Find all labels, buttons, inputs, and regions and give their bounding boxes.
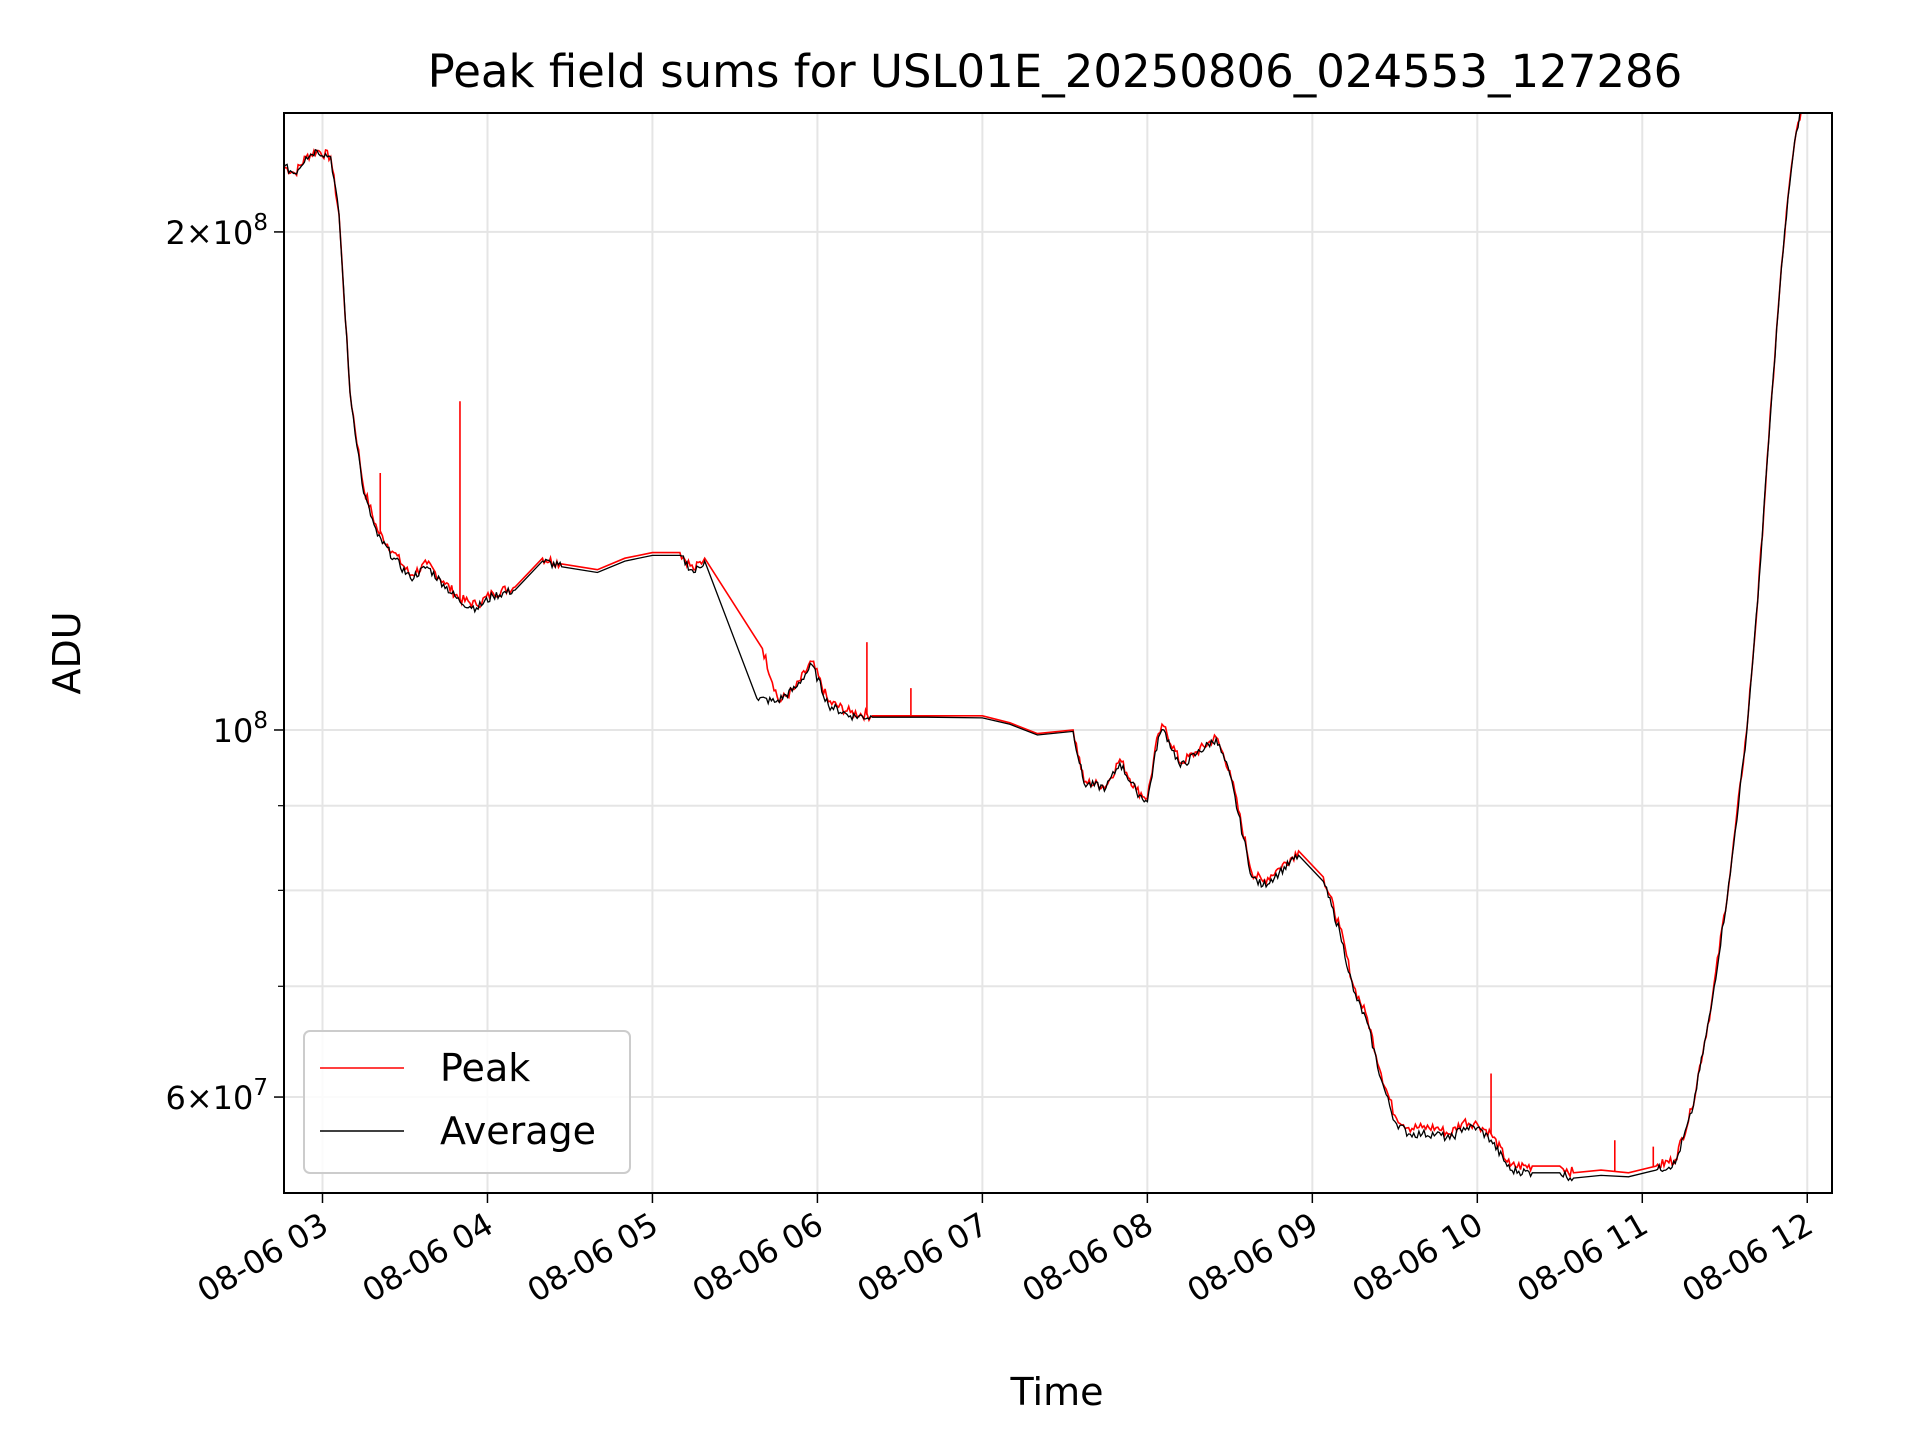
legend-label-peak: Peak — [440, 1046, 530, 1090]
series-line-average — [284, 113, 1801, 1182]
y-tick-base: 10 — [213, 712, 254, 750]
y-tick-label: 6×107 — [165, 1075, 268, 1117]
y-tick-exponent: 8 — [253, 210, 268, 236]
y-tick-mantissa: 2 — [165, 214, 185, 252]
y-tick-label: 2×108 — [165, 210, 268, 252]
y-tick-times: × — [186, 214, 213, 252]
y-axis-label: ADU — [45, 611, 89, 694]
legend-box — [303, 1030, 631, 1174]
y-tick-base: 10 — [213, 214, 254, 252]
y-tick-mantissa: 6 — [165, 1079, 185, 1117]
series-layer — [284, 113, 1802, 1182]
y-tick-exponent: 8 — [253, 708, 268, 734]
y-tick-times: × — [186, 1079, 213, 1117]
legend: Peak Average — [303, 1030, 631, 1174]
grid — [284, 113, 1832, 1193]
y-tick-label: 108 — [213, 708, 268, 750]
chart-title: Peak field sums for USL01E_20250806_0245… — [428, 45, 1683, 98]
plot-frame — [283, 112, 1833, 1194]
y-tick-base: 10 — [213, 1079, 254, 1117]
series-line-peak — [284, 113, 1802, 1179]
x-axis-label: Time — [1010, 1370, 1104, 1414]
legend-label-average: Average — [440, 1109, 596, 1153]
y-tick-exponent: 7 — [253, 1075, 268, 1101]
